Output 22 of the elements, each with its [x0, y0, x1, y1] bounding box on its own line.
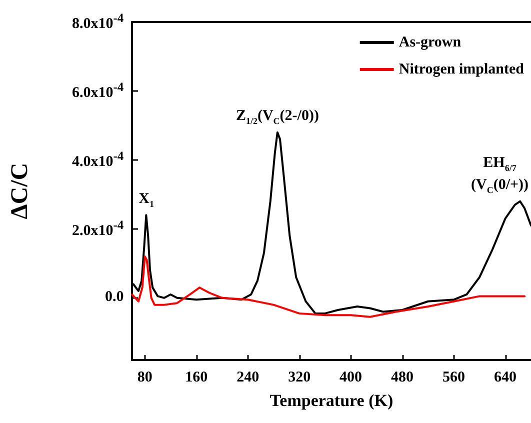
x-tick-label: 640: [494, 370, 517, 386]
x-tick-label: 480: [391, 370, 414, 386]
legend-label: As-grown: [398, 34, 462, 50]
y-axis-title: ΔC/C: [7, 162, 33, 220]
x-axis-title: Temperature (K): [270, 391, 394, 410]
y-tick-label: 2.0x10$^{-4}$: [72, 218, 124, 239]
x-tick-label: 320: [288, 370, 311, 386]
annotation: (V$_{C}$(0/+)): [471, 176, 529, 198]
annotation: Z$_{1/2}$(V$_{C}$(2-/0)): [236, 107, 319, 128]
annotation: X$_{1}$: [138, 190, 154, 212]
y-tick-label: 6.0x10$^{-4}$: [72, 80, 124, 101]
line-series: [131, 256, 526, 318]
x-tick-label: 240: [236, 370, 260, 386]
x-tick-label: 400: [340, 370, 362, 386]
legend-label: Nitrogen implanted: [398, 62, 525, 78]
x-tick-label: 80: [137, 370, 152, 386]
annotation: EH$_{6/7}$: [482, 154, 518, 176]
y-tick-label: 0.0: [105, 289, 124, 306]
x-tick-label: 560: [442, 370, 466, 386]
y-tick-label: 8.0x10$^{-4}$: [72, 11, 124, 32]
y-tick-label: 4.0x10$^{-4}$: [72, 148, 124, 170]
x-tick-label: 160: [185, 370, 208, 386]
